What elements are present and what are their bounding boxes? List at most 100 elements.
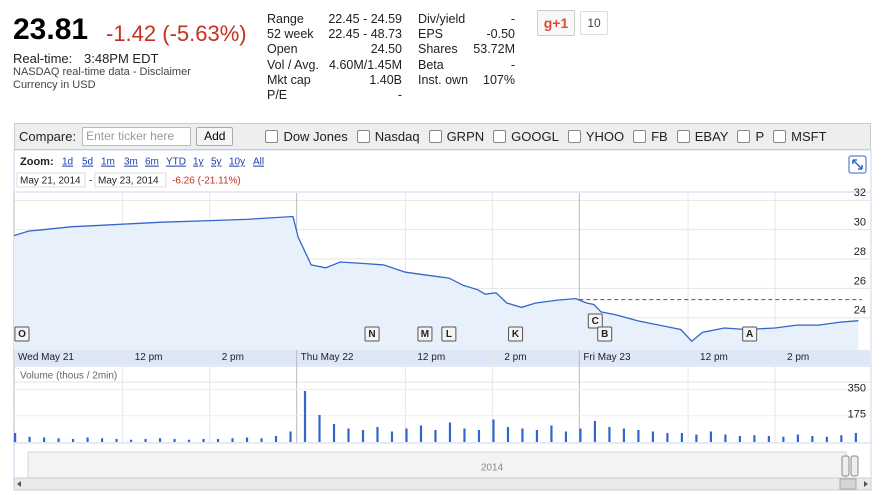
price-area [14,216,859,350]
compare-checkbox[interactable]: MSFT [773,129,827,144]
checkbox[interactable] [356,130,370,143]
volume-bar [709,431,712,442]
plus-one-button[interactable]: g+1 [537,10,575,36]
volume-bar [477,430,481,442]
realtime-label: Real-time: [13,51,73,66]
volume-bar [506,427,510,442]
stat-value: - [397,88,402,102]
zoom-option[interactable]: 5y [211,157,222,168]
x-tick-label: 2 pm [787,352,809,363]
stat-label: P/E [267,88,288,102]
y-tick-label: 24 [854,305,866,317]
event-flag [14,326,30,342]
volume-bar [796,434,799,442]
scrollbar-thumb[interactable] [839,478,857,490]
volume-bar [42,437,46,442]
navigator-handle[interactable] [841,455,850,477]
x-tick-label: 12 pm [700,352,728,363]
zoom-option[interactable]: 1y [193,157,204,168]
compare-checkbox[interactable]: GRPN [428,129,485,144]
stat-label: Vol / Avg. [267,57,319,72]
stat-value: 107% [483,72,515,87]
volume-bar [318,415,321,442]
zoom-option[interactable]: 3m [124,157,138,168]
volume-bar [622,428,626,442]
add-button[interactable]: Add [196,127,234,146]
volume-bar [608,427,611,442]
zoom-option[interactable]: 1m [101,157,115,168]
stat-value: -0.50 [486,27,516,42]
compare-checkbox[interactable]: GOOGL [493,129,559,144]
scrollbar[interactable] [13,477,872,491]
volume-bar [724,434,727,442]
checkbox[interactable] [567,130,581,143]
realtime-time: 3:48PM EDT [84,51,159,66]
ticker-name: FB [651,129,668,144]
volume-bar [637,430,640,442]
zoom-option[interactable]: 10y [229,157,245,168]
volume-bar [71,439,75,442]
volume-bar [579,428,582,442]
price: 23.81 [13,13,89,46]
checkbox[interactable] [633,130,647,143]
stat-label: Div/yield [418,12,466,26]
event-flag [587,313,603,329]
zoom-option[interactable]: 1d [62,157,73,168]
event-flag [742,326,758,342]
volume-bar [811,436,814,442]
volume-bar [535,430,539,442]
compare-checkbox[interactable]: Nasdaq [356,129,420,144]
zoom-option[interactable]: YTD [166,157,186,168]
checkbox[interactable] [773,130,787,143]
ticker-name: GRPN [446,129,485,144]
volume-bar [86,437,89,442]
checkbox[interactable] [428,130,442,143]
volume-bar [419,425,423,442]
ticker-input[interactable]: Enter ticker here [82,127,192,146]
event-flag [597,326,613,342]
volume-bar [782,436,785,442]
range-sep: - [89,176,92,187]
volume-bar [332,424,336,442]
volume-bar [448,422,452,442]
ticker-list: Dow Jones Nasdaq GRPN GOOGL YHOO FB EBAY P MSFT [265,129,835,144]
compare-checkbox[interactable]: Dow Jones [265,129,348,144]
navigator[interactable] [27,451,847,479]
compare-checkbox[interactable]: YHOO [567,129,625,144]
ticker-name: GOOGL [511,129,559,144]
volume-bar [753,435,756,442]
volume-bar [405,428,408,442]
zoom-option[interactable]: 5d [82,157,93,168]
volume-bar [825,436,828,442]
checkbox[interactable] [676,130,690,143]
x-tick-label: 2 pm [222,352,244,363]
navigator-label: 2014 [481,463,504,474]
volume-bar [680,433,684,442]
compare-checkbox[interactable]: EBAY [676,129,729,144]
stat-label: EPS [418,27,444,42]
ticker-name: YHOO [585,129,625,144]
ticker-name: EBAY [694,129,729,144]
ticker-name: Dow Jones [283,129,348,144]
stat-value: 22.45 - 24.59 [328,12,402,26]
compare-checkbox[interactable]: FB [633,129,668,144]
volume-bar [115,439,118,442]
event-flag-label: B [601,329,608,340]
zoom-option[interactable]: All [253,157,264,168]
x-tick-label: 12 pm [135,352,163,363]
stat-value: 53.72M [473,42,515,57]
checkbox[interactable] [265,130,279,143]
volume-bar [593,421,597,442]
currency: Currency in USD [13,79,96,91]
zoom-option[interactable]: 6m [145,157,159,168]
checkbox[interactable] [737,130,751,143]
ticker-name: P [755,129,765,144]
volume-bar [767,436,770,442]
data-source: NASDAQ real-time data - Disclaimer [13,66,191,78]
volume-bar [216,439,220,442]
volume-bar [463,428,466,442]
checkbox[interactable] [493,130,507,143]
compare-checkbox[interactable]: P [737,129,764,144]
navigator-handle[interactable] [850,455,859,477]
